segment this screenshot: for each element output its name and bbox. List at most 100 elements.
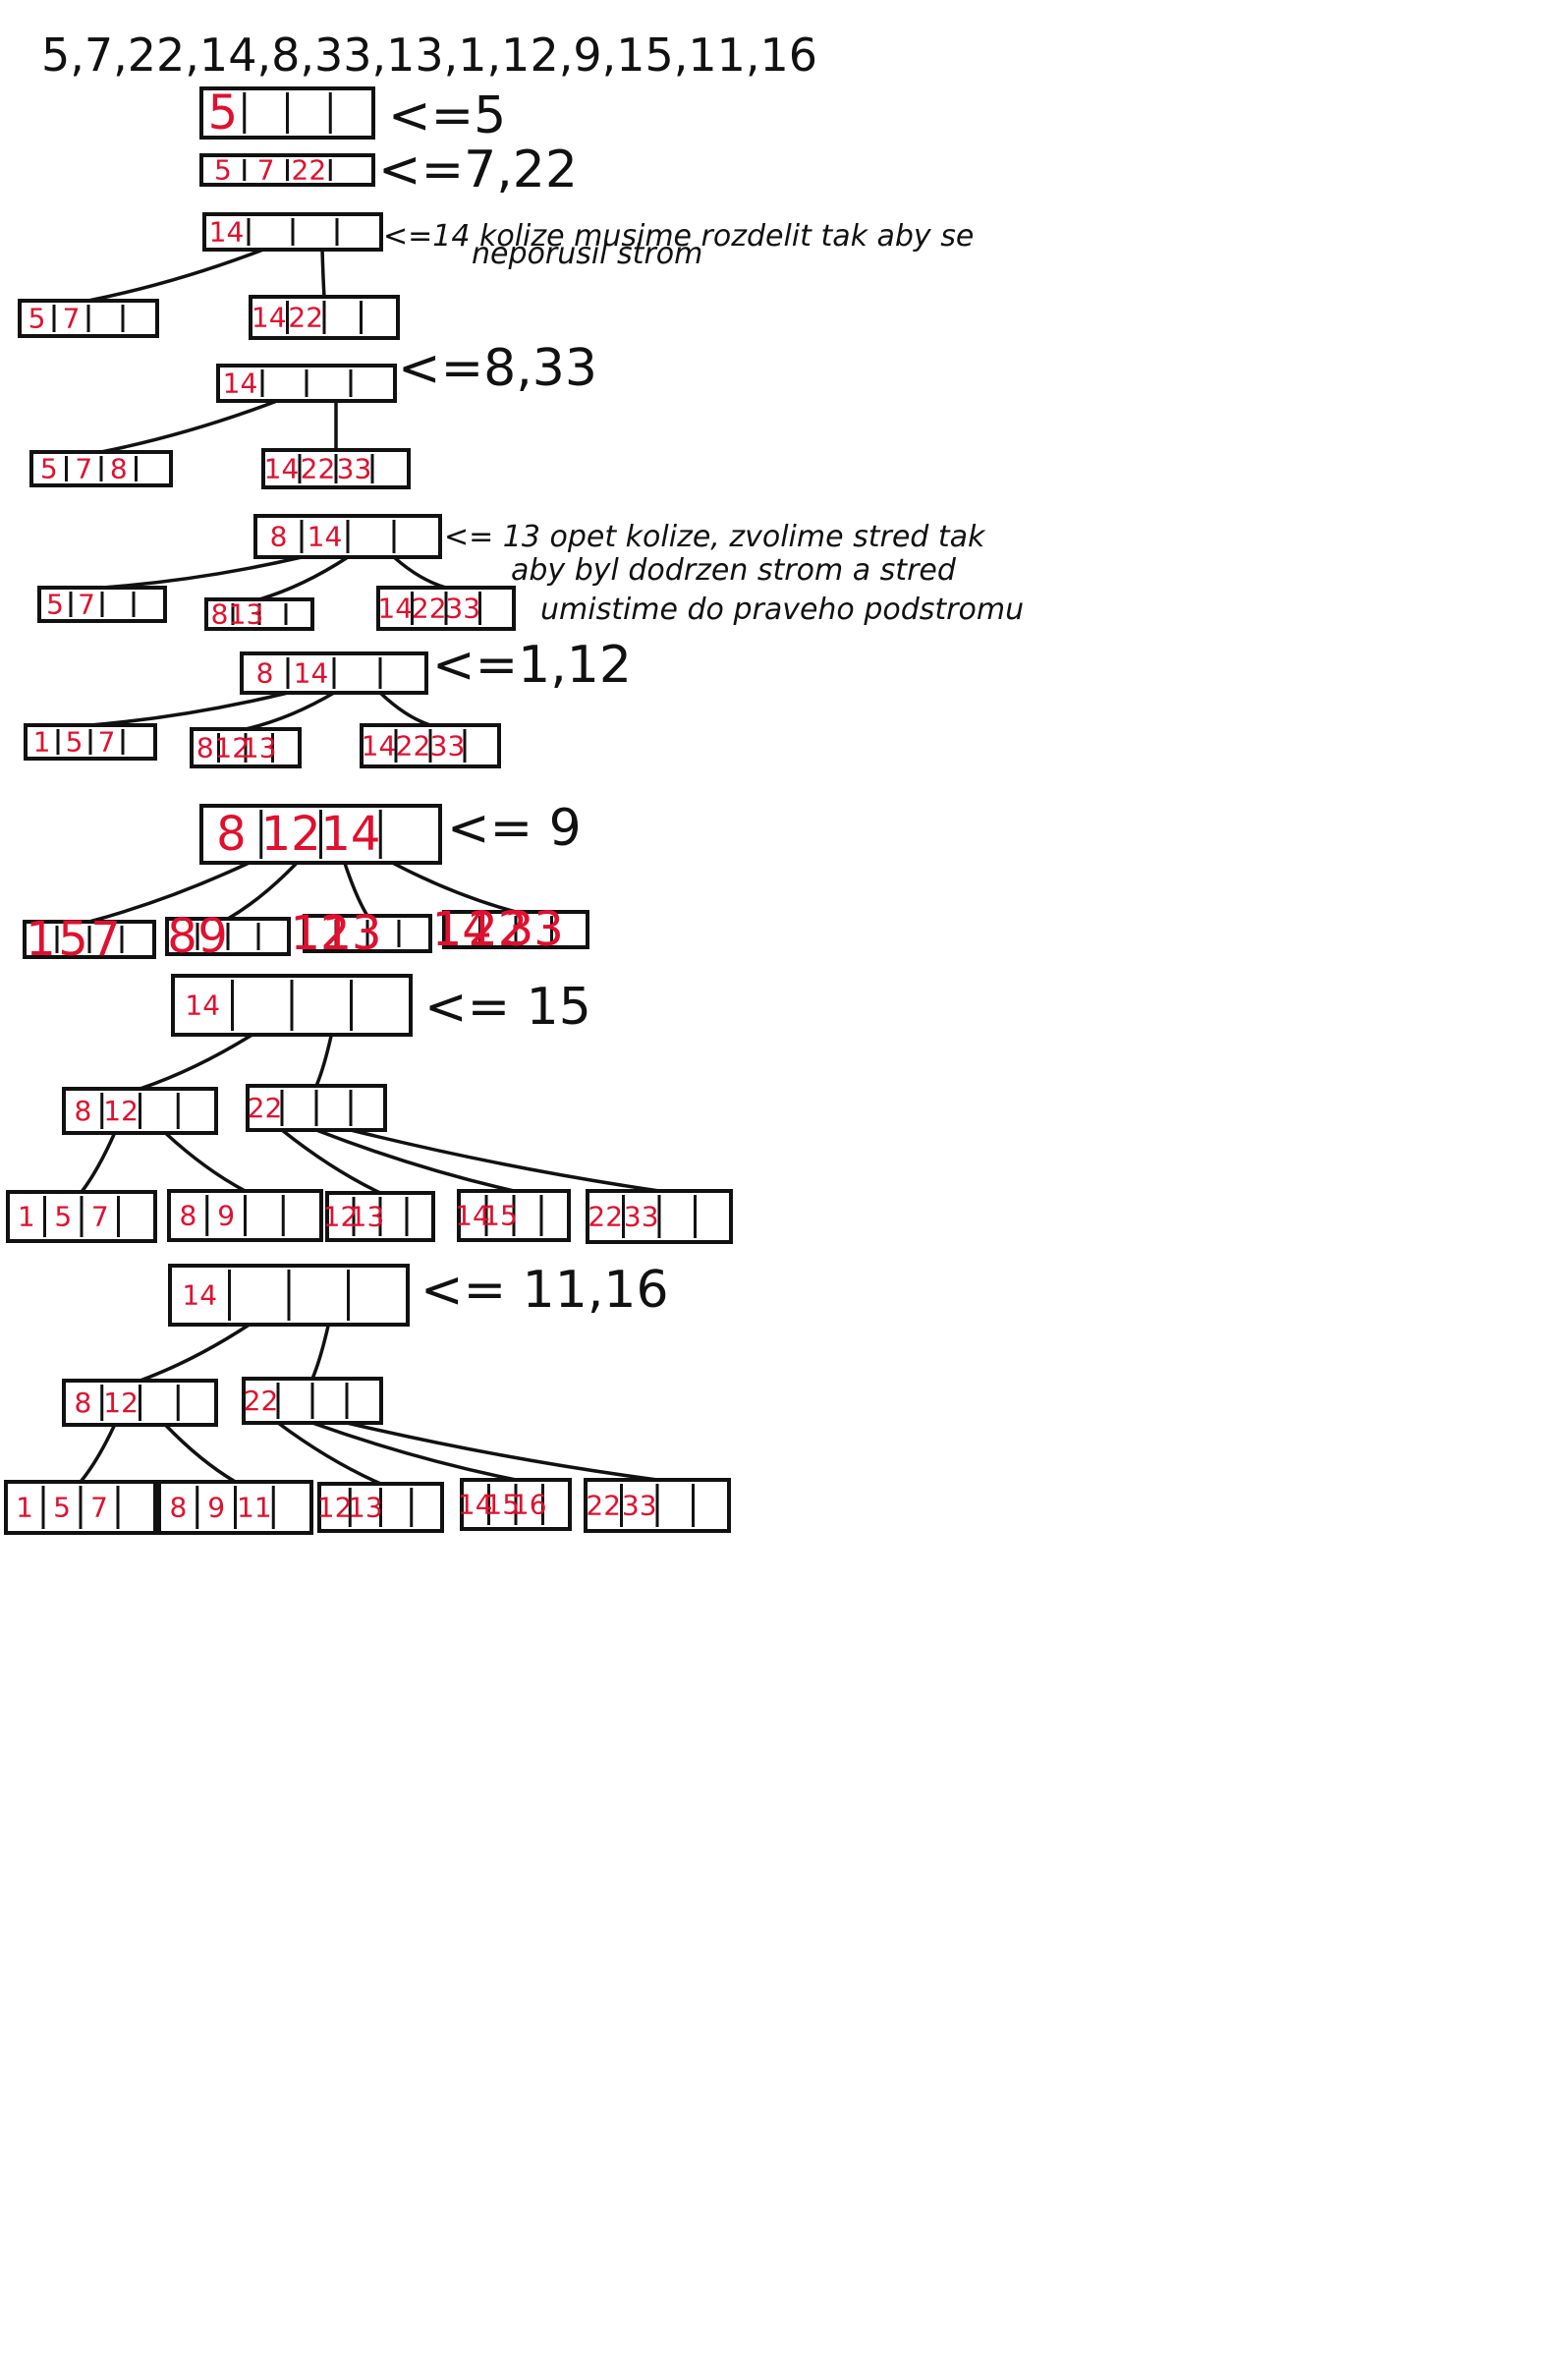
node-key: 12 xyxy=(261,807,321,862)
node-outline xyxy=(360,723,501,768)
node-key: 14 xyxy=(320,807,380,862)
node-key: 13 xyxy=(321,906,381,961)
tree-edge xyxy=(276,1421,383,1486)
node-key: 33 xyxy=(622,1490,657,1522)
node-key: 5 xyxy=(58,912,88,967)
node-outline xyxy=(242,1377,383,1425)
step-3-insert-label: <=14 kolize musime rozdelit tak aby se xyxy=(383,219,974,254)
step-5-note-line: aby byl dodrzen strom a stred xyxy=(511,553,957,588)
node-key: 15 xyxy=(482,1200,518,1232)
node-key: 7 xyxy=(91,1201,109,1233)
node-key: 5 xyxy=(214,154,232,187)
node-key: 14 xyxy=(308,521,343,553)
tree-edge xyxy=(138,1323,252,1383)
node-key: 14 xyxy=(294,657,329,690)
node-key: 12 xyxy=(323,1201,359,1233)
node-outline xyxy=(457,1189,571,1242)
node-outline xyxy=(4,1480,157,1535)
node-key: 22 xyxy=(586,1490,621,1522)
node-key: 5 xyxy=(40,453,58,485)
node-key: 5 xyxy=(54,1201,72,1233)
node-outline xyxy=(199,804,442,865)
step-1-node-1: 5 xyxy=(199,85,375,141)
node-key: 8 xyxy=(216,807,247,862)
node-key: 22 xyxy=(412,593,447,625)
node-outline xyxy=(216,364,397,403)
node-key: 8 xyxy=(211,598,229,631)
node-outline xyxy=(317,1482,444,1533)
node-key: 7 xyxy=(90,1492,108,1524)
tree-edge xyxy=(320,248,326,299)
node-outline xyxy=(240,651,428,695)
node-key: 5 xyxy=(66,726,84,759)
step-4-insert-label: <=8,33 xyxy=(398,339,597,398)
step-4-node-1: 14 xyxy=(216,364,397,403)
node-key: 5 xyxy=(208,85,239,141)
node-key: 1 xyxy=(26,912,56,967)
node-outline xyxy=(204,597,314,631)
node-key: 8 xyxy=(270,521,288,553)
node-key: 22 xyxy=(248,1092,283,1124)
node-outline xyxy=(325,1191,435,1242)
tree-edge xyxy=(345,1421,659,1482)
node-key: 7 xyxy=(63,303,81,335)
node-key: 14 xyxy=(377,593,413,625)
tree-edge xyxy=(314,1033,334,1088)
node-key: 5 xyxy=(28,303,46,335)
step-9-node-1: 14 xyxy=(168,1264,410,1327)
node-key: 5 xyxy=(53,1492,71,1524)
tree-edges xyxy=(79,248,661,1486)
node-key: 9 xyxy=(207,1492,225,1524)
node-key: 14 xyxy=(185,990,220,1022)
step-6-node-4: 14 22 33 xyxy=(360,723,501,768)
tree-edge xyxy=(99,399,279,454)
tree-edge xyxy=(80,1131,117,1194)
node-key: 22 xyxy=(288,302,323,334)
node-key: 7 xyxy=(75,453,92,485)
step-1-insert-label: <=5 xyxy=(388,86,506,145)
node-outline xyxy=(460,1478,572,1531)
step-9-node-2: 8 12 xyxy=(62,1379,218,1427)
node-key: 8 xyxy=(256,657,274,690)
node-outline xyxy=(261,448,411,489)
node-outline xyxy=(168,1264,410,1327)
node-key: 7 xyxy=(257,154,275,187)
node-outline xyxy=(23,920,156,959)
node-key: 8 xyxy=(74,1387,91,1419)
insert-sequence: 5,7,22,14,8,33,13,1,12,9,15,11,16 xyxy=(41,28,817,82)
step-5-node-1: 8 14 xyxy=(253,514,442,559)
node-outline xyxy=(199,153,375,187)
node-outline xyxy=(37,586,167,623)
node-key: 13 xyxy=(242,732,277,764)
node-outline xyxy=(584,1478,731,1533)
node-outline xyxy=(167,1189,323,1242)
tree-edge xyxy=(257,555,350,601)
tree-edge xyxy=(88,691,290,727)
node-outline xyxy=(249,295,400,340)
node-outline xyxy=(586,1189,733,1244)
step-5-node-3: 8 13 xyxy=(204,597,314,631)
tree-edge xyxy=(390,861,518,914)
node-outline xyxy=(202,212,383,252)
tree-edge xyxy=(314,1128,516,1193)
tree-edge xyxy=(343,861,369,918)
node-key: 22 xyxy=(396,730,431,763)
node-key: 7 xyxy=(90,912,121,967)
node-key: 13 xyxy=(229,598,264,631)
node-key: 14 xyxy=(209,216,245,249)
node-key: 11 xyxy=(237,1492,272,1524)
step-5-note-line: umistime do praveho podstromu xyxy=(540,593,1024,627)
step-7-insert-label: <= 9 xyxy=(447,799,582,858)
node-key: 8 xyxy=(196,732,214,764)
tree-edge xyxy=(86,248,265,303)
step-2-node-1: 5 7 22 xyxy=(199,153,375,187)
node-key: 14 xyxy=(458,1489,493,1521)
node-key: 14 xyxy=(432,902,492,957)
